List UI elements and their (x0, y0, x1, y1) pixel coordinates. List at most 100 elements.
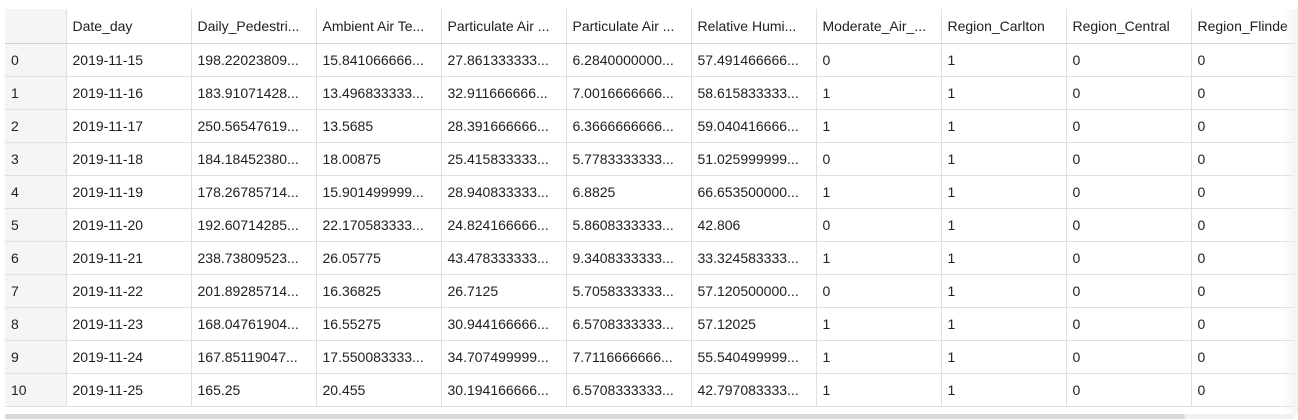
table-cell: 1 (816, 340, 942, 374)
table-cell: 238.73809523... (191, 241, 317, 275)
table-cell: 1 (941, 76, 1067, 110)
table-cell: 16.55275 (316, 307, 442, 341)
column-header[interactable]: Moderate_Air_... (816, 9, 942, 44)
row-index-cell: 9 (5, 340, 67, 374)
table-row: 6 2019-11-21 238.73809523... 26.05775 43.478… (5, 241, 1295, 275)
table-row: 0 2019-11-15 198.22023809... 15.841066666..… (5, 43, 1295, 77)
table-cell: 2019-11-20 (66, 208, 192, 242)
table-cell: 0 (1191, 76, 1295, 110)
table-cell: 0 (1191, 340, 1295, 374)
table-cell: 0 (1066, 340, 1192, 374)
table-cell: 30.944166666... (441, 307, 567, 341)
table-row: 2 2019-11-17 250.56547619... 13.5685 28.3916… (5, 109, 1295, 143)
table-cell: 66.653500000... (691, 175, 817, 209)
table-cell: 0 (1191, 142, 1295, 176)
table-cell: 250.56547619... (191, 109, 317, 143)
table-cell: 28.391666666... (441, 109, 567, 143)
table-cell: 6.5708333333... (566, 307, 692, 341)
table-cell: 16.36825 (316, 274, 442, 308)
column-header[interactable]: Region_Carlton (941, 9, 1067, 44)
table-cell: 192.60714285... (191, 208, 317, 242)
table-cell: 0 (1066, 76, 1192, 110)
table-cell: 5.8608333333... (566, 208, 692, 242)
column-header[interactable]: Daily_Pedestri... (191, 9, 317, 44)
table-cell: 167.85119047... (191, 340, 317, 374)
row-index-cell: 4 (5, 175, 67, 209)
table-cell: 7.7116666666... (566, 340, 692, 374)
column-header[interactable]: Relative Humi... (691, 9, 817, 44)
table-cell: 2019-11-22 (66, 274, 192, 308)
table-cell: 1 (941, 208, 1067, 242)
table-cell: 6.5708333333... (566, 373, 692, 407)
table-cell: 0 (1066, 109, 1192, 143)
table-cell: 51.025999999... (691, 142, 817, 176)
table-body: 0 2019-11-15 198.22023809... 15.841066666..… (5, 43, 1295, 407)
table-cell: 15.901499999... (316, 175, 442, 209)
table-cell: 6.2840000000... (566, 43, 692, 77)
table-cell: 55.540499999... (691, 340, 817, 374)
table-cell: 0 (1066, 373, 1192, 407)
table-cell: 0 (1191, 175, 1295, 209)
table-cell: 26.05775 (316, 241, 442, 275)
table-cell: 0 (816, 274, 942, 308)
table-cell: 13.5685 (316, 109, 442, 143)
row-index-cell: 2 (5, 109, 67, 143)
table-cell: 0 (1191, 109, 1295, 143)
table-cell: 7.0016666666... (566, 76, 692, 110)
table-cell: 30.194166666... (441, 373, 567, 407)
table-cell: 1 (941, 373, 1067, 407)
table-cell: 22.170583333... (316, 208, 442, 242)
column-header[interactable]: Ambient Air Te... (316, 9, 442, 44)
table-cell: 6.8825 (566, 175, 692, 209)
table-cell: 42.806 (691, 208, 817, 242)
table-cell: 13.496833333... (316, 76, 442, 110)
table-cell: 1 (941, 340, 1067, 374)
table-cell: 34.707499999... (441, 340, 567, 374)
table-cell: 57.12025 (691, 307, 817, 341)
table-cell: 0 (1066, 208, 1192, 242)
table-cell: 0 (1191, 373, 1295, 407)
row-index-cell: 0 (5, 43, 67, 77)
table-cell: 2019-11-25 (66, 373, 192, 407)
table-cell: 2019-11-19 (66, 175, 192, 209)
table-cell: 0 (816, 43, 942, 77)
table-row: 4 2019-11-19 178.26785714... 15.901499999..… (5, 175, 1295, 209)
table-cell: 1 (816, 109, 942, 143)
column-header[interactable]: Particulate Air ... (441, 9, 567, 44)
scrollbar-thumb[interactable] (5, 414, 1185, 419)
row-index-cell: 5 (5, 208, 67, 242)
table-cell: 1 (941, 274, 1067, 308)
column-header[interactable]: Region_Flinde (1191, 9, 1295, 44)
table-cell: 1 (816, 373, 942, 407)
table-cell: 32.911666666... (441, 76, 567, 110)
table-cell: 57.491466666... (691, 43, 817, 77)
table-cell: 183.91071428... (191, 76, 317, 110)
row-index-cell: 1 (5, 76, 67, 110)
table-cell: 25.415833333... (441, 142, 567, 176)
header-row: Date_day Daily_Pedestri... Ambient Air Te.… (5, 9, 1295, 44)
table-cell: 1 (941, 307, 1067, 341)
table-cell: 59.040416666... (691, 109, 817, 143)
table-cell: 1 (941, 175, 1067, 209)
dataframe-viewer[interactable]: Date_day Daily_Pedestri... Ambient Air Te.… (5, 9, 1295, 414)
table-cell: 0 (1191, 43, 1295, 77)
table-cell: 58.615833333... (691, 76, 817, 110)
column-header[interactable]: Particulate Air ... (566, 9, 692, 44)
table-cell: 0 (816, 208, 942, 242)
table-cell: 9.3408333333... (566, 241, 692, 275)
table-cell: 1 (816, 307, 942, 341)
table-cell: 165.25 (191, 373, 317, 407)
table-cell: 18.00875 (316, 142, 442, 176)
column-header[interactable]: Date_day (66, 9, 192, 44)
table-cell: 201.89285714... (191, 274, 317, 308)
column-header[interactable]: Region_Central (1066, 9, 1192, 44)
table-cell: 0 (1066, 241, 1192, 275)
table-cell: 0 (1066, 142, 1192, 176)
row-index-cell: 6 (5, 241, 67, 275)
table-cell: 5.7058333333... (566, 274, 692, 308)
table-cell: 1 (816, 175, 942, 209)
table-cell: 1 (941, 109, 1067, 143)
horizontal-scrollbar[interactable] (5, 414, 1295, 419)
table-cell: 2019-11-17 (66, 109, 192, 143)
index-header[interactable] (5, 9, 67, 44)
